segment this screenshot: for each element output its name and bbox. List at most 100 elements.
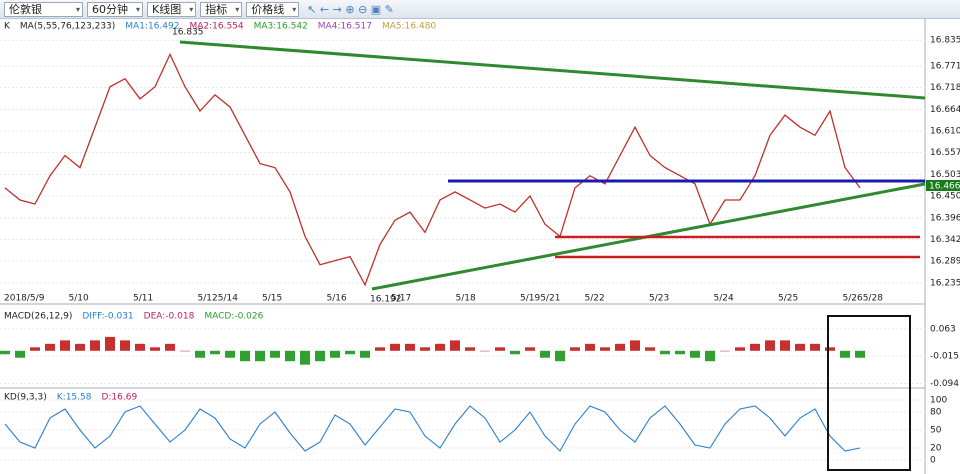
macd-bar: [450, 340, 460, 351]
legend-item: MA2:16.554: [189, 22, 243, 32]
legend-item: MA(5,55,76,123,233): [20, 22, 115, 32]
current-price-bg: [926, 180, 960, 191]
x-tick-label: 5/10: [69, 294, 89, 304]
macd-bar: [420, 347, 430, 351]
macd-bar: [480, 350, 490, 352]
y-tick-label: 0: [930, 456, 936, 466]
x-tick-label: 2018/5/9: [4, 294, 45, 304]
y-tick-label: 16.503: [930, 170, 960, 180]
macd-bar: [345, 350, 355, 355]
macd-bar: [600, 347, 610, 351]
trend-line: [179, 40, 926, 100]
tool-icons[interactable]: ↖ ← → ⊕ ⊖ ▣ ✎: [307, 2, 394, 16]
y-tick-label: -0.094: [930, 379, 959, 389]
macd-bar: [45, 343, 55, 351]
macd-bar: [495, 347, 505, 351]
x-tick-label: 5/23: [649, 294, 669, 304]
macd-bar: [570, 347, 580, 351]
chart: 16.835 16.771 16.718 16.664 16.610 16.557 16.5…: [0, 19, 960, 474]
period-select[interactable]: 60分钟: [87, 1, 143, 17]
legend-item: KD(9,3,3): [4, 393, 47, 403]
macd-bar: [630, 340, 640, 351]
macd-bar: [210, 350, 220, 355]
x-tick-label: 5/11: [133, 294, 153, 304]
y-tick-label: 16.610: [930, 127, 960, 137]
macd-bar: [300, 350, 310, 365]
y-tick-label: 100: [930, 396, 947, 406]
highlight-box: [827, 315, 911, 471]
macd-bar: [120, 340, 130, 351]
macd-bar: [75, 343, 85, 351]
legend-item: MACD(26,12,9): [4, 312, 72, 322]
macd-bar: [510, 350, 520, 355]
y-tick-label: 16.450: [930, 191, 960, 201]
macd-bar: [405, 343, 415, 351]
macd-bar: [285, 350, 295, 362]
macd-bar: [435, 343, 445, 351]
y-tick-label: 16.289: [930, 257, 960, 267]
y-tick-label: 16.557: [930, 148, 960, 158]
y-tick-label: 50: [930, 426, 942, 436]
indicator-select[interactable]: 指标: [200, 1, 243, 17]
macd-bar: [780, 340, 790, 351]
macd-bar: [525, 347, 535, 351]
macd-bar: [30, 347, 40, 351]
x-tick-label: 5/15: [262, 294, 282, 304]
macd-bar: [765, 340, 775, 351]
x-tick-label: 5/17: [391, 294, 411, 304]
x-tick-label: 5/16: [327, 294, 347, 304]
macd-bar: [585, 343, 595, 351]
macd-bar: [60, 340, 70, 351]
macd-bar: [720, 350, 730, 352]
legend-item: MA4:16.517: [318, 22, 372, 32]
x-tick-label: 5/195/21: [520, 294, 560, 304]
x-tick-label: 5/125/14: [198, 294, 239, 304]
macd-bar: [795, 343, 805, 351]
y-tick-label: 16.835: [930, 36, 960, 46]
macd-bar: [90, 340, 100, 351]
chart-type-select[interactable]: K线图: [147, 1, 197, 17]
macd-bar: [270, 350, 280, 358]
y-tick-label: 16.718: [930, 83, 960, 93]
macd-bar: [360, 350, 370, 358]
symbol-select[interactable]: 伦敦银: [4, 1, 83, 17]
macd-bar: [555, 350, 565, 362]
macd-bar: [390, 343, 400, 351]
legend-item: MA5:16.480: [382, 22, 436, 32]
legend-item: MA1:16.492: [125, 22, 179, 32]
y-tick-label: 16.342: [930, 235, 960, 245]
y-tick-label: 20: [930, 444, 942, 454]
macd-bar: [165, 343, 175, 351]
macd-bar: [735, 347, 745, 351]
macd-bar: [465, 347, 475, 351]
k-line: [4, 405, 861, 452]
x-tick-label: 5/18: [456, 294, 476, 304]
macd-bar: [690, 350, 700, 358]
y-tick-label: 16.664: [930, 105, 960, 115]
macd-bar: [180, 350, 190, 352]
macd-bar: [855, 350, 865, 358]
macd-bar: [330, 350, 340, 358]
macd-bar: [810, 343, 820, 351]
macd-bar: [240, 350, 250, 362]
y-tick-label: 16.235: [930, 278, 960, 288]
y-tick-label: 16.771: [930, 62, 960, 72]
macd-bar: [675, 350, 685, 355]
macd-bar: [705, 350, 715, 362]
macd-bar: [645, 347, 655, 351]
y-tick-label: 0.063: [930, 324, 956, 334]
legend-item: D:16.69: [101, 393, 137, 403]
x-tick-label: 5/22: [585, 294, 605, 304]
low-annotation: 16.192: [370, 295, 402, 305]
legend-item: MA3:16.542: [254, 22, 308, 32]
x-tick-label: 5/25: [778, 294, 798, 304]
price-line-select[interactable]: 价格线: [246, 1, 300, 17]
legend-item: MACD:-0.026: [204, 312, 263, 322]
macd-bar: [615, 343, 625, 351]
plot-bg: [0, 19, 925, 474]
x-tick-label: 5/265/28: [843, 294, 884, 304]
macd-bar: [150, 347, 160, 351]
macd-bar: [315, 350, 325, 362]
legend-item: DEA:-0.018: [144, 312, 195, 322]
macd-bar: [195, 350, 205, 358]
